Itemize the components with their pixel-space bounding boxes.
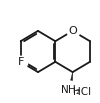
Text: HCl: HCl: [73, 87, 91, 97]
Text: NH$_2$: NH$_2$: [60, 83, 81, 97]
Text: F: F: [18, 57, 24, 67]
Text: O: O: [68, 26, 77, 36]
Polygon shape: [71, 72, 73, 80]
